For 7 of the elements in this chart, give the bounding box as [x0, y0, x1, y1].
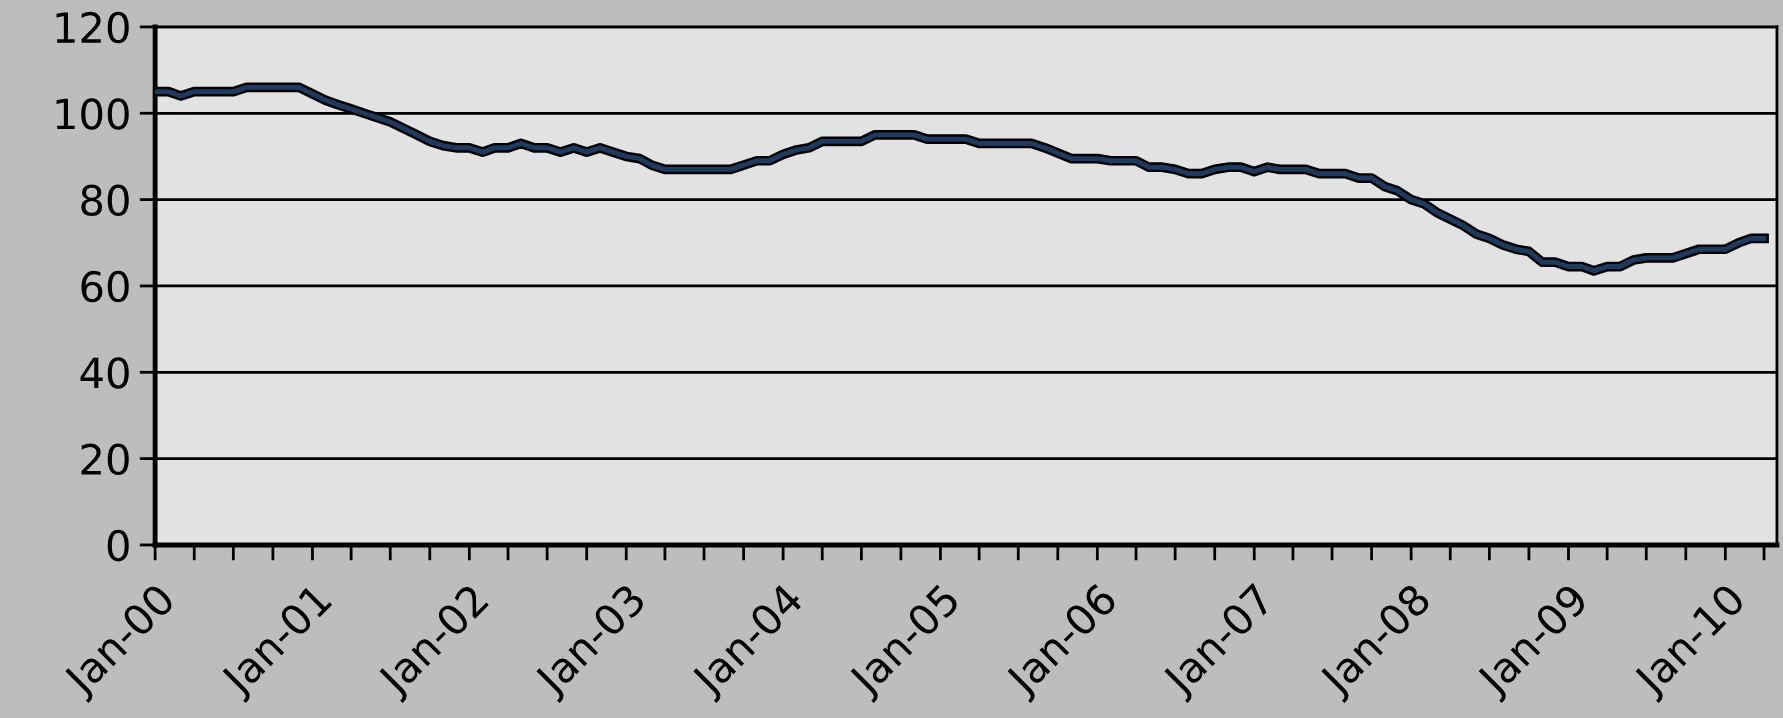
y-tick-label: 100	[56, 98, 129, 130]
y-tick-label: 80	[81, 184, 129, 217]
y-tick-label: 120	[56, 11, 129, 44]
y-tick-label: 40	[80, 357, 129, 389]
y-tick-label: 60	[81, 270, 129, 303]
y-tick-label: 0	[107, 529, 129, 562]
y-tick-label: 20	[81, 443, 129, 476]
